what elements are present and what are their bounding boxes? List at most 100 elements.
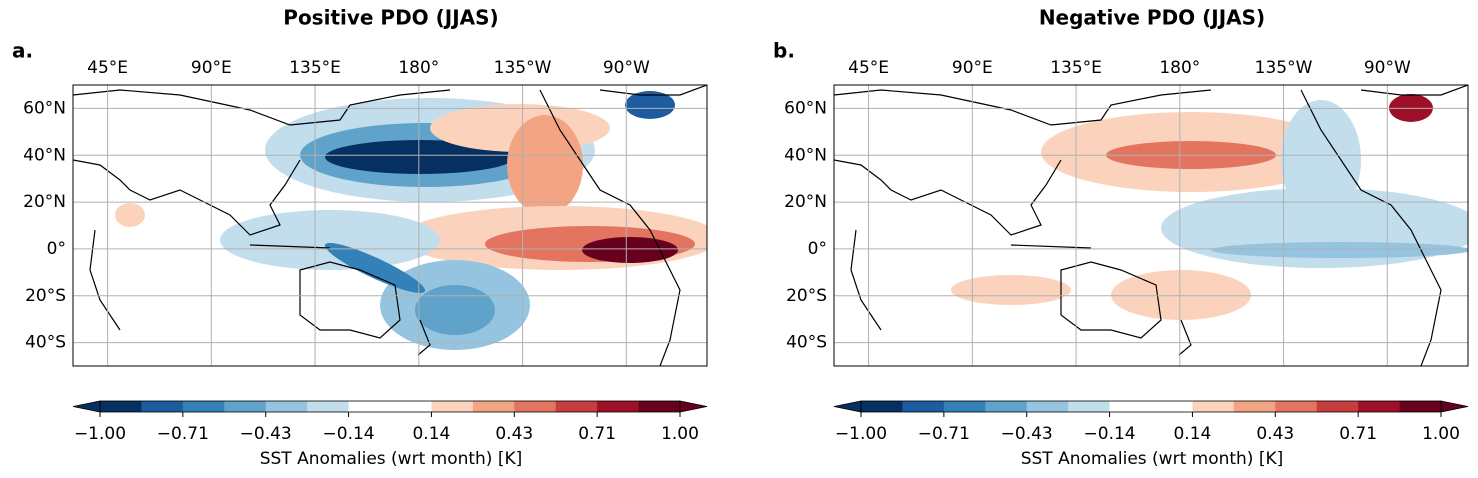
colorbar-box [943, 401, 986, 412]
x-tick-label: 45°E [87, 58, 128, 78]
chart-title: Negative PDO (JJAS) [1039, 6, 1265, 30]
y-tick-label: 40°S [786, 333, 827, 353]
colorbar-box [348, 401, 391, 412]
y-tick-label: 0° [808, 239, 827, 259]
contour [1211, 242, 1468, 258]
colorbar-tick-label: −0.14 [1084, 424, 1136, 444]
contour [582, 237, 678, 263]
chart-title: Positive PDO (JJAS) [283, 6, 498, 30]
colorbar-frame [860, 400, 1442, 413]
colorbar-tick-label: −1.00 [74, 424, 126, 444]
colorbar-label: SST Anomalies (wrt month) [K] [260, 449, 523, 469]
colorbar-box [265, 401, 308, 412]
colorbar-tick-label: −0.43 [240, 424, 292, 444]
x-tick-label: 180° [398, 58, 439, 78]
contour [220, 210, 440, 270]
colorbar-box [1399, 401, 1442, 412]
colorbar-frame [99, 400, 681, 413]
colorbar-box [1316, 401, 1359, 412]
colorbar-box [390, 401, 432, 412]
colorbar-extend [72, 400, 101, 413]
y-tick-label: 40°S [25, 333, 66, 353]
colorbar-extend [833, 400, 862, 413]
contour [1111, 270, 1251, 320]
colorbar-box [1151, 401, 1193, 412]
colorbar-box [597, 401, 640, 412]
x-tick-label: 135°E [1050, 58, 1102, 78]
contour [951, 275, 1071, 305]
panel-label: b. [773, 39, 795, 63]
x-tick-label: 90°W [1364, 58, 1411, 78]
x-tick-label: 180° [1159, 58, 1200, 78]
colorbar-tick-label: −0.71 [157, 424, 209, 444]
contour [324, 243, 426, 293]
colorbar-box [1358, 401, 1401, 412]
y-tick-label: 0° [47, 239, 66, 259]
y-tick-label: 40°N [23, 145, 66, 165]
y-tick-label: 20°S [25, 286, 66, 306]
colorbar-tick-label: 1.00 [1422, 424, 1460, 444]
colorbar-tick-label: 0.71 [1339, 424, 1377, 444]
y-tick-label: 20°N [784, 192, 827, 212]
colorbar-box [472, 401, 515, 412]
colorbar-tick-label: −0.43 [1001, 424, 1053, 444]
colorbar-extend [1440, 400, 1469, 413]
map-frame [72, 84, 708, 367]
colorbar-box [1275, 401, 1318, 412]
x-tick-label: 135°W [494, 58, 552, 78]
colorbar-tick-label: −0.14 [323, 424, 375, 444]
colorbar-extend [679, 400, 708, 413]
y-tick-label: 20°N [23, 192, 66, 212]
panel: Positive PDO (JJAS) a. 45°E 90°E 135°E 180° 13… [12, 6, 708, 469]
colorbar-box [224, 401, 267, 412]
y-tick-label: 60°N [784, 98, 827, 118]
contour [507, 115, 583, 215]
colorbar-tick-label: 0.14 [412, 424, 450, 444]
x-tick-label: 90°E [952, 58, 993, 78]
x-tick-label: 135°W [1255, 58, 1313, 78]
contour [625, 91, 675, 119]
colorbar-box [861, 401, 903, 412]
colorbar-tick-label: 0.43 [1256, 424, 1294, 444]
colorbar-tick-label: 0.71 [578, 424, 616, 444]
colorbar-box [1068, 401, 1111, 412]
colorbar-tick-label: 0.14 [1173, 424, 1211, 444]
colorbar-tick-label: 1.00 [661, 424, 699, 444]
contour [115, 203, 145, 227]
colorbar-box [1192, 401, 1235, 412]
x-tick-label: 135°E [289, 58, 341, 78]
colorbar-label: SST Anomalies (wrt month) [K] [1021, 449, 1284, 469]
contour [325, 140, 515, 174]
colorbar-box [985, 401, 1028, 412]
panel-label: a. [12, 39, 33, 63]
panel: Negative PDO (JJAS) b. 45°E 90°E 135°E 180° 13… [773, 6, 1469, 469]
colorbar-box [1026, 401, 1069, 412]
anomaly-field [73, 85, 707, 366]
y-tick-label: 40°N [784, 145, 827, 165]
coastline [73, 85, 707, 366]
colorbar-tick-label: −0.71 [918, 424, 970, 444]
colorbar-tick-label: 0.43 [495, 424, 533, 444]
colorbar-box [182, 401, 225, 412]
x-tick-label: 45°E [848, 58, 889, 78]
contour [415, 285, 495, 335]
colorbar-box [514, 401, 557, 412]
colorbar-box [1109, 401, 1152, 412]
x-tick-label: 90°W [603, 58, 650, 78]
colorbar-box [141, 401, 184, 412]
colorbar-tick-label: −1.00 [835, 424, 887, 444]
y-tick-label: 60°N [23, 98, 66, 118]
anomaly-field [834, 85, 1468, 366]
x-tick-label: 90°E [191, 58, 232, 78]
colorbar-box [902, 401, 945, 412]
colorbar-box [638, 401, 681, 412]
colorbar-box [100, 401, 142, 412]
colorbar-box [1233, 401, 1276, 412]
colorbar-box [307, 401, 350, 412]
y-tick-label: 20°S [786, 286, 827, 306]
map-frame [833, 84, 1469, 367]
colorbar-box [431, 401, 474, 412]
coastline [834, 85, 1468, 366]
colorbar-box [555, 401, 598, 412]
